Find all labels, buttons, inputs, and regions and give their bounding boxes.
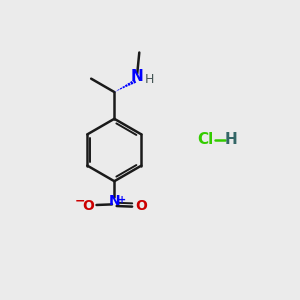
Text: O: O	[135, 199, 147, 213]
Text: H: H	[145, 73, 154, 86]
Text: +: +	[118, 195, 126, 205]
Text: −: −	[75, 195, 86, 208]
Text: H: H	[224, 132, 237, 147]
Text: O: O	[82, 199, 94, 213]
Text: N: N	[109, 194, 120, 208]
Text: Cl: Cl	[197, 132, 213, 147]
Text: N: N	[131, 69, 144, 84]
